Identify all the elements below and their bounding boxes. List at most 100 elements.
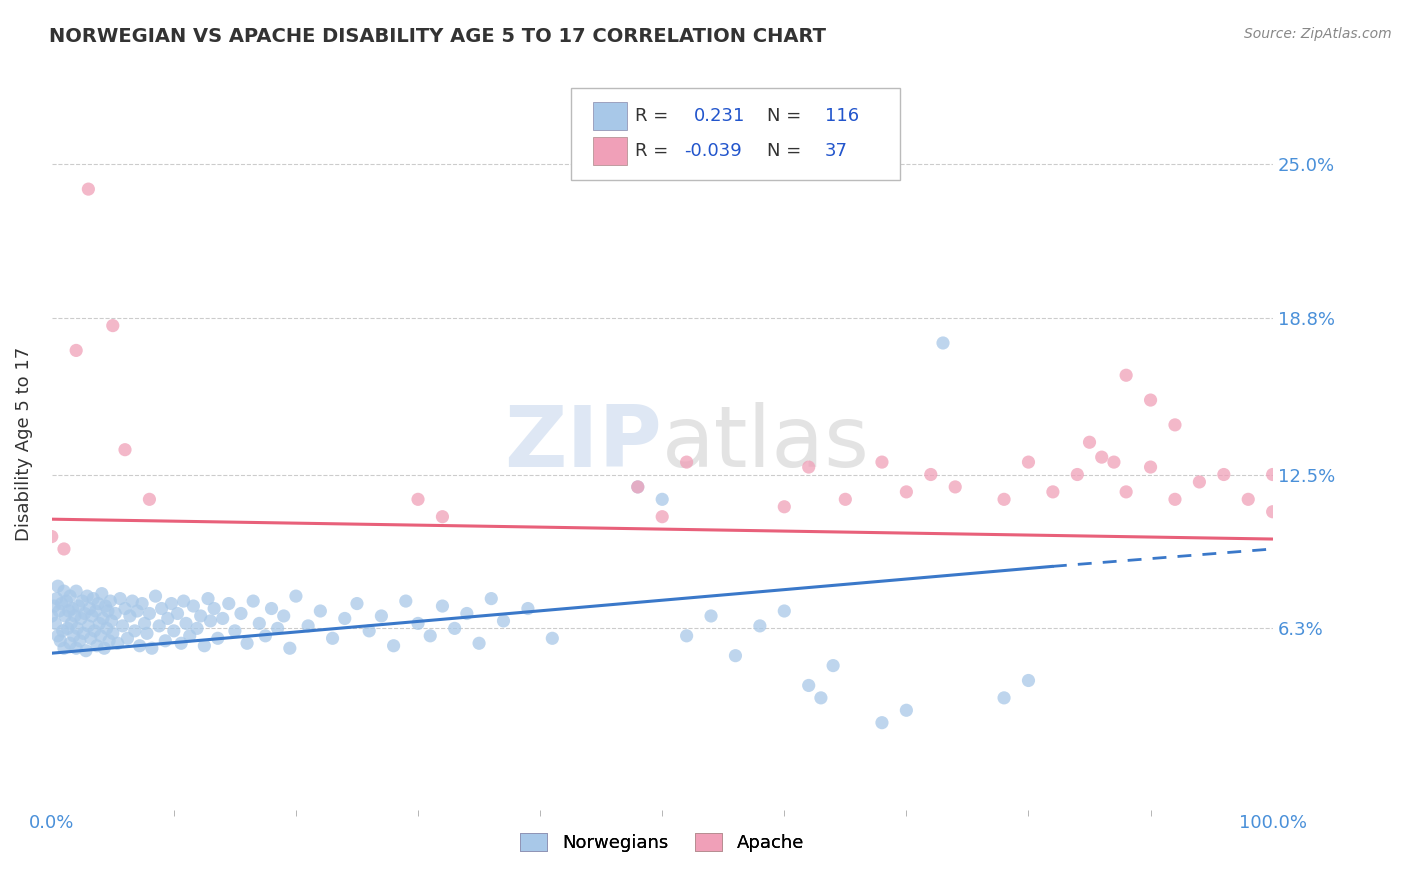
Point — [136, 626, 159, 640]
Point — [943, 480, 966, 494]
Point — [273, 609, 295, 624]
Point — [993, 492, 1015, 507]
Point — [91, 611, 114, 625]
Point — [278, 641, 301, 656]
Point — [1212, 467, 1234, 482]
Point — [41, 530, 63, 544]
Point — [870, 455, 893, 469]
Point — [266, 621, 288, 635]
Point — [45, 591, 67, 606]
Point — [896, 703, 918, 717]
Point — [810, 690, 832, 705]
Point — [193, 639, 215, 653]
Point — [724, 648, 747, 663]
Point — [322, 632, 344, 646]
Legend: Norwegians, Apache: Norwegians, Apache — [513, 825, 811, 859]
Text: Source: ZipAtlas.com: Source: ZipAtlas.com — [1244, 27, 1392, 41]
Point — [1188, 475, 1211, 489]
Point — [94, 599, 117, 613]
Point — [479, 591, 502, 606]
Y-axis label: Disability Age 5 to 17: Disability Age 5 to 17 — [15, 346, 32, 541]
Point — [82, 591, 104, 606]
Point — [72, 594, 94, 608]
Point — [797, 678, 820, 692]
Point — [419, 629, 441, 643]
Point — [65, 343, 87, 358]
Point — [150, 601, 173, 615]
Point — [218, 597, 240, 611]
Point — [406, 492, 429, 507]
Point — [773, 500, 796, 514]
Point — [96, 621, 118, 635]
Point — [97, 604, 120, 618]
Point — [108, 591, 131, 606]
Point — [100, 614, 122, 628]
Point — [242, 594, 264, 608]
Point — [200, 614, 222, 628]
Point — [700, 609, 723, 624]
Point — [748, 619, 770, 633]
Point — [1078, 435, 1101, 450]
Point — [456, 607, 478, 621]
Point — [202, 601, 225, 615]
Point — [1042, 484, 1064, 499]
Point — [87, 597, 110, 611]
Point — [124, 624, 146, 638]
Point — [90, 587, 112, 601]
FancyBboxPatch shape — [571, 88, 900, 180]
Point — [675, 629, 697, 643]
Point — [46, 629, 69, 643]
Point — [52, 541, 75, 556]
Point — [62, 601, 84, 615]
Point — [359, 624, 381, 638]
Point — [468, 636, 491, 650]
Point — [148, 619, 170, 633]
Text: N =: N = — [768, 107, 801, 125]
Point — [1017, 673, 1039, 688]
Point — [111, 619, 134, 633]
Point — [160, 597, 183, 611]
Text: 37: 37 — [824, 143, 848, 161]
Point — [65, 584, 87, 599]
Point — [73, 607, 96, 621]
Point — [1115, 368, 1137, 383]
Point — [260, 601, 283, 615]
Point — [58, 604, 80, 618]
Point — [49, 633, 72, 648]
Point — [516, 601, 538, 615]
Point — [932, 336, 955, 351]
Text: -0.039: -0.039 — [685, 143, 742, 161]
Point — [77, 182, 100, 196]
Point — [114, 601, 136, 615]
Point — [52, 584, 75, 599]
Point — [156, 611, 179, 625]
Point — [1261, 505, 1284, 519]
Point — [41, 609, 63, 624]
Point — [1091, 450, 1114, 464]
Text: atlas: atlas — [662, 402, 870, 485]
Point — [174, 616, 197, 631]
Point — [155, 633, 177, 648]
Point — [229, 607, 252, 621]
Point — [51, 597, 73, 611]
Point — [101, 626, 124, 640]
Point — [60, 616, 83, 631]
Point — [432, 509, 454, 524]
Point — [1139, 392, 1161, 407]
Point — [62, 629, 84, 643]
Point — [1164, 492, 1187, 507]
Point — [173, 594, 195, 608]
Text: NORWEGIAN VS APACHE DISABILITY AGE 5 TO 17 CORRELATION CHART: NORWEGIAN VS APACHE DISABILITY AGE 5 TO … — [49, 27, 827, 45]
Point — [98, 633, 121, 648]
Point — [190, 609, 212, 624]
Point — [66, 621, 89, 635]
Point — [138, 607, 160, 621]
Point — [1102, 455, 1125, 469]
Point — [121, 594, 143, 608]
Point — [128, 639, 150, 653]
FancyBboxPatch shape — [592, 103, 627, 130]
Point — [224, 624, 246, 638]
Point — [59, 636, 82, 650]
Point — [823, 658, 845, 673]
Point — [84, 604, 107, 618]
